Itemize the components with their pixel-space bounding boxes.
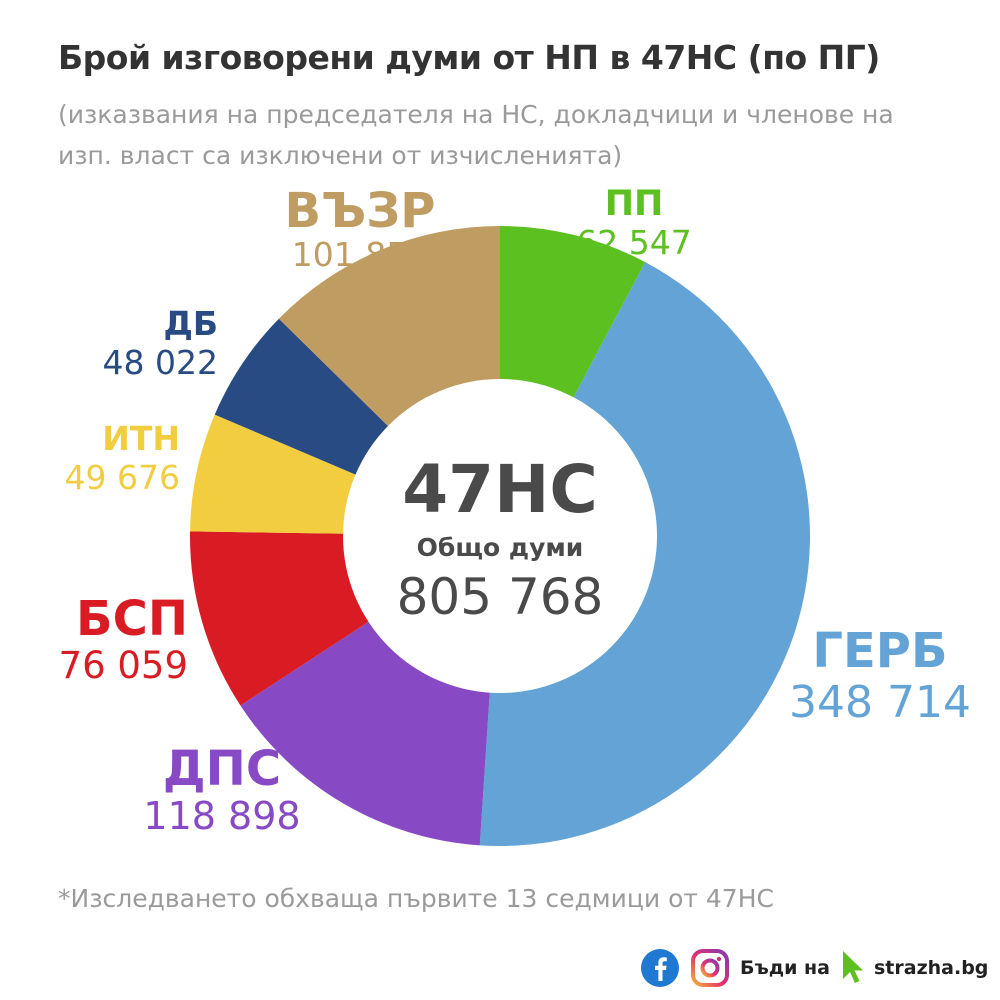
brand-site[interactable]: strazha.bg — [873, 957, 989, 979]
slice-value-label-6: 48 022 — [103, 343, 218, 382]
slice-value-label-2: 348 714 — [789, 677, 971, 728]
center-label: 47НС — [402, 451, 598, 528]
slice-name-label-5: ИТН — [102, 419, 180, 458]
slice-name-label-2: ГЕРБ — [812, 623, 947, 679]
brand-bar: Бъди на strazha.bg — [640, 946, 988, 990]
chart-title: Брой изговорени думи от НП в 47НС (по ПГ… — [58, 38, 880, 77]
slice-name-label-6: ДБ — [163, 304, 218, 343]
slice-name-label-4: БСП — [76, 591, 188, 647]
slice-value-label-4: 76 059 — [59, 644, 188, 687]
slice-name-label-7: ВЪЗР — [285, 183, 436, 239]
center-sub-label: Общо думи — [417, 533, 584, 562]
chart-subtitle: (изказвания на председателя на НС, докла… — [58, 100, 894, 170]
slice-value-label-5: 49 676 — [65, 458, 180, 497]
center-total: 805 768 — [397, 568, 604, 626]
cursor-arrow-icon — [842, 951, 863, 983]
slice-value-label-3: 118 898 — [143, 794, 300, 838]
footnote: *Изследването обхваща първите 13 седмици… — [58, 884, 774, 913]
slice-value-label-1: 62 547 — [576, 223, 691, 262]
slice-name-label-1: ПП — [605, 184, 664, 224]
instagram-icon[interactable] — [690, 948, 730, 988]
brand-prefix: Бъди на — [740, 957, 830, 979]
facebook-icon[interactable] — [640, 948, 680, 988]
slice-name-label-3: ДПС — [163, 741, 281, 797]
donut-hole — [343, 379, 657, 693]
slice-value-label-7: 101 852 — [292, 235, 428, 274]
